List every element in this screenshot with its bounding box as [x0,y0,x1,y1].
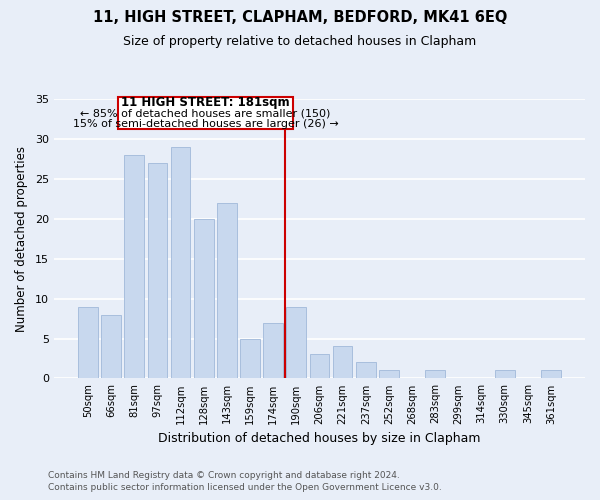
Bar [379,370,399,378]
FancyBboxPatch shape [118,96,293,130]
Bar [148,163,167,378]
Text: Contains public sector information licensed under the Open Government Licence v3: Contains public sector information licen… [48,484,442,492]
Bar [541,370,561,378]
Bar [78,306,98,378]
Bar [286,306,306,378]
Bar [240,338,260,378]
Bar [124,155,144,378]
Bar [194,219,214,378]
Y-axis label: Number of detached properties: Number of detached properties [15,146,28,332]
Bar [263,322,283,378]
Text: Contains HM Land Registry data © Crown copyright and database right 2024.: Contains HM Land Registry data © Crown c… [48,471,400,480]
Bar [495,370,515,378]
X-axis label: Distribution of detached houses by size in Clapham: Distribution of detached houses by size … [158,432,481,445]
Text: 15% of semi-detached houses are larger (26) →: 15% of semi-detached houses are larger (… [73,118,338,128]
Text: 11 HIGH STREET: 181sqm: 11 HIGH STREET: 181sqm [121,96,290,108]
Text: 11, HIGH STREET, CLAPHAM, BEDFORD, MK41 6EQ: 11, HIGH STREET, CLAPHAM, BEDFORD, MK41 … [93,10,507,25]
Bar [333,346,352,378]
Text: ← 85% of detached houses are smaller (150): ← 85% of detached houses are smaller (15… [80,108,331,118]
Bar [217,203,236,378]
Text: Size of property relative to detached houses in Clapham: Size of property relative to detached ho… [124,34,476,48]
Bar [101,314,121,378]
Bar [356,362,376,378]
Bar [425,370,445,378]
Bar [170,147,190,378]
Bar [310,354,329,378]
